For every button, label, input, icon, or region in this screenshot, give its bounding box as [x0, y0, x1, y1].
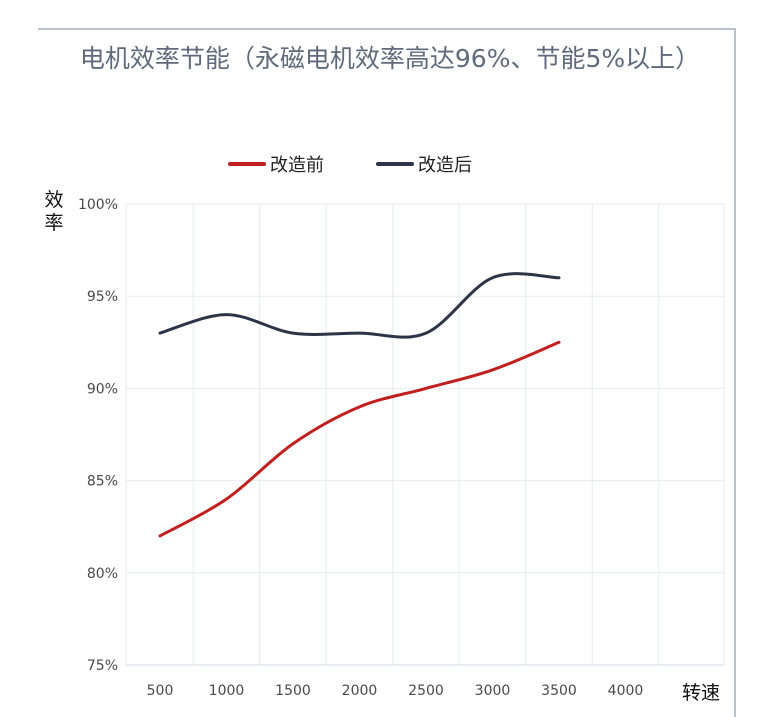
chart-title: 电机效率节能（永磁电机效率高达96%、节能5%以上） [79, 44, 701, 73]
y-tick-label: 75% [87, 658, 118, 674]
y-tick-label: 95% [87, 289, 118, 305]
series-lines [158, 272, 561, 538]
right-border [734, 28, 736, 717]
tick-labels: 75% 80% 85% 90% 95% 100% 500 1000 1500 2000 2500 30… [78, 197, 643, 699]
grid [125, 203, 725, 666]
x-tick-label: 500 [147, 683, 174, 699]
legend-label-before: 改造前 [270, 155, 324, 176]
x-tick-label: 2000 [342, 683, 378, 699]
legend: 改造前 改造后 [228, 151, 472, 177]
legend-label-after: 改造后 [418, 155, 472, 176]
x-tick-label: 1000 [209, 683, 245, 699]
y-tick-label: 90% [87, 381, 118, 397]
x-tick-label: 3500 [541, 683, 577, 699]
legend-swatch-after [376, 162, 414, 166]
legend-item-after: 改造后 [376, 151, 472, 177]
x-tick-label: 2500 [408, 683, 444, 699]
legend-swatch-before [228, 162, 266, 166]
legend-item-before: 改造前 [228, 151, 324, 177]
x-tick-label: 1500 [275, 683, 311, 699]
y-tick-label: 80% [87, 566, 118, 582]
y-axis-label: 效率 [44, 189, 64, 234]
y-tick-label: 85% [87, 474, 118, 490]
series-line-before [158, 340, 561, 538]
series-line-after [158, 272, 561, 339]
top-border [38, 28, 736, 30]
x-tick-label: 3000 [475, 683, 511, 699]
x-axis-label: 转速 [682, 682, 721, 704]
x-tick-label: 4000 [608, 683, 644, 699]
y-tick-label: 100% [78, 197, 118, 213]
